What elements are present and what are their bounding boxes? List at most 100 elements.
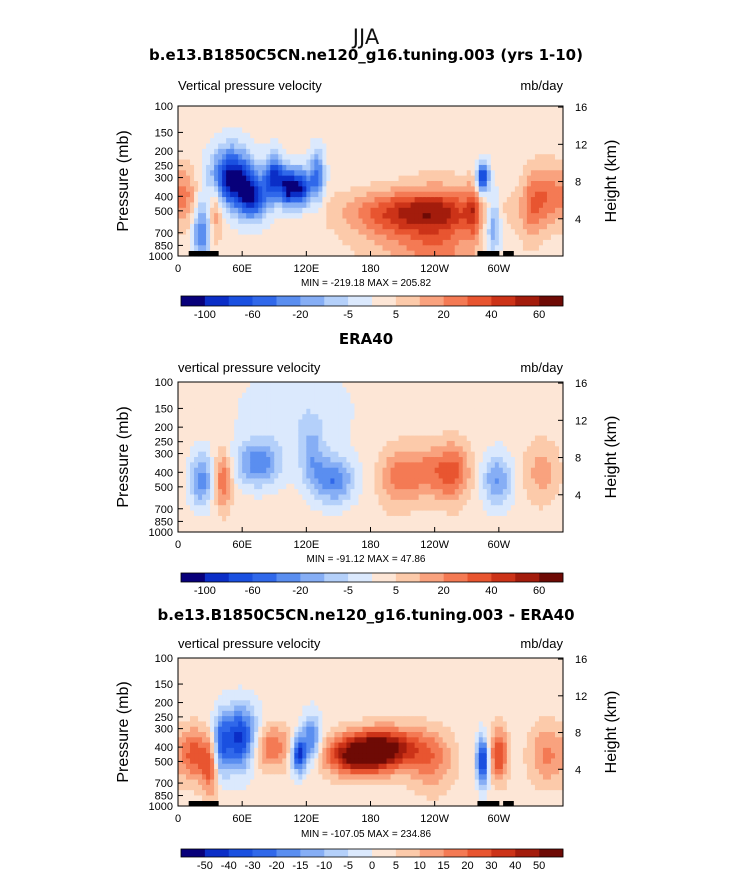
heatmap-cell [354,181,360,187]
heatmap-cell [306,414,311,421]
heatmap-cell [182,515,187,522]
heatmap-cell [218,223,223,230]
heatmap-cell [338,106,344,112]
heatmap-cell [190,191,195,198]
heatmap-cell [266,494,271,501]
heatmap-cell [198,419,203,426]
heatmap-cell [394,164,400,171]
heatmap-cell [214,392,219,399]
heatmap-cell [482,483,488,490]
heatmap-cell [378,414,384,421]
heatmap-cell [266,499,271,506]
heatmap-cell [418,159,424,166]
heatmap-cell [414,191,420,198]
heatmap-cell [258,229,263,236]
heatmap-cell [374,164,380,171]
heatmap-cell [358,424,364,431]
heatmap-cell [258,154,263,161]
heatmap-cell [394,414,400,421]
heatmap-cell [414,419,420,426]
heatmap-cell [254,175,259,182]
heatmap-cell [434,250,440,257]
heatmap-cell [466,505,472,512]
heatmap-cell [326,159,331,166]
heatmap-cell [338,159,344,166]
heatmap-cell [478,197,484,204]
heatmap-cell [466,510,472,517]
heatmap-cell [394,175,400,182]
heatmap-cell [422,202,428,209]
heatmap-cell [274,419,279,426]
heatmap-cell [542,229,548,236]
heatmap-cell [374,191,380,198]
heatmap-cell [466,382,472,388]
heatmap-cell [398,127,404,134]
heatmap-cell [382,494,388,501]
heatmap-cell [442,143,448,150]
heatmap-cell [198,521,203,528]
heatmap-cell [218,148,223,155]
heatmap-cell [358,197,364,204]
heatmap-cell [390,392,396,399]
heatmap-cell [438,419,444,426]
colorbar-swatch [539,296,564,306]
heatmap-cell [506,239,512,246]
heatmap-cell [178,392,183,399]
heatmap-cell [178,408,183,415]
heatmap-cell [282,419,287,426]
heatmap-cell [482,478,488,485]
heatmap-cell [374,467,380,474]
heatmap-cell [342,138,348,145]
heatmap-cell [390,245,396,252]
heatmap-cell [450,207,456,214]
heatmap-cell [266,489,271,496]
heatmap-cell [198,106,203,112]
heatmap-cell [242,478,247,485]
heatmap-cell [466,116,472,123]
heatmap-cell [246,387,251,394]
heatmap-cell [334,446,340,453]
heatmap-cell [366,106,372,112]
heatmap-cell [194,510,199,517]
heatmap-cell [474,494,480,501]
heatmap-cell [466,489,472,496]
heatmap-cell [434,213,440,220]
heatmap-cell [218,229,223,236]
heatmap-cell [238,457,243,463]
heatmap-cell [218,414,223,421]
heatmap-cell [318,202,323,209]
heatmap-cell [538,191,544,198]
heatmap-cell [470,191,476,198]
heatmap-cell [410,148,416,155]
heatmap-cell [446,440,452,447]
heatmap-cell [210,116,215,123]
heatmap-cell [202,159,207,166]
heatmap-cell [202,202,207,209]
heatmap-cell [214,181,219,187]
heatmap-cell [318,440,323,447]
heatmap-cell [234,430,239,437]
heatmap-cell [346,197,352,204]
heatmap-cell [422,499,428,506]
heatmap-cell [214,521,219,528]
heatmap-cell [270,435,275,442]
heatmap-cell [262,223,267,230]
heatmap-cell [394,111,400,118]
heatmap-cell [406,515,412,522]
heatmap-cell [370,218,376,225]
heatmap-cell [398,159,404,166]
heatmap-cell [318,122,323,129]
heatmap-cell [206,229,211,236]
heatmap-cell [446,164,452,171]
heatmap-cell [330,164,336,171]
heatmap-cell [254,239,259,246]
heatmap-cell [210,245,215,252]
heatmap-cell [302,387,307,394]
heatmap-cell [334,250,340,257]
heatmap-cell [394,223,400,230]
heatmap-cell [350,132,356,139]
heatmap-cell [490,239,496,246]
heatmap-cell [246,424,251,431]
heatmap-cell [322,138,327,145]
heatmap-cell [530,132,536,139]
